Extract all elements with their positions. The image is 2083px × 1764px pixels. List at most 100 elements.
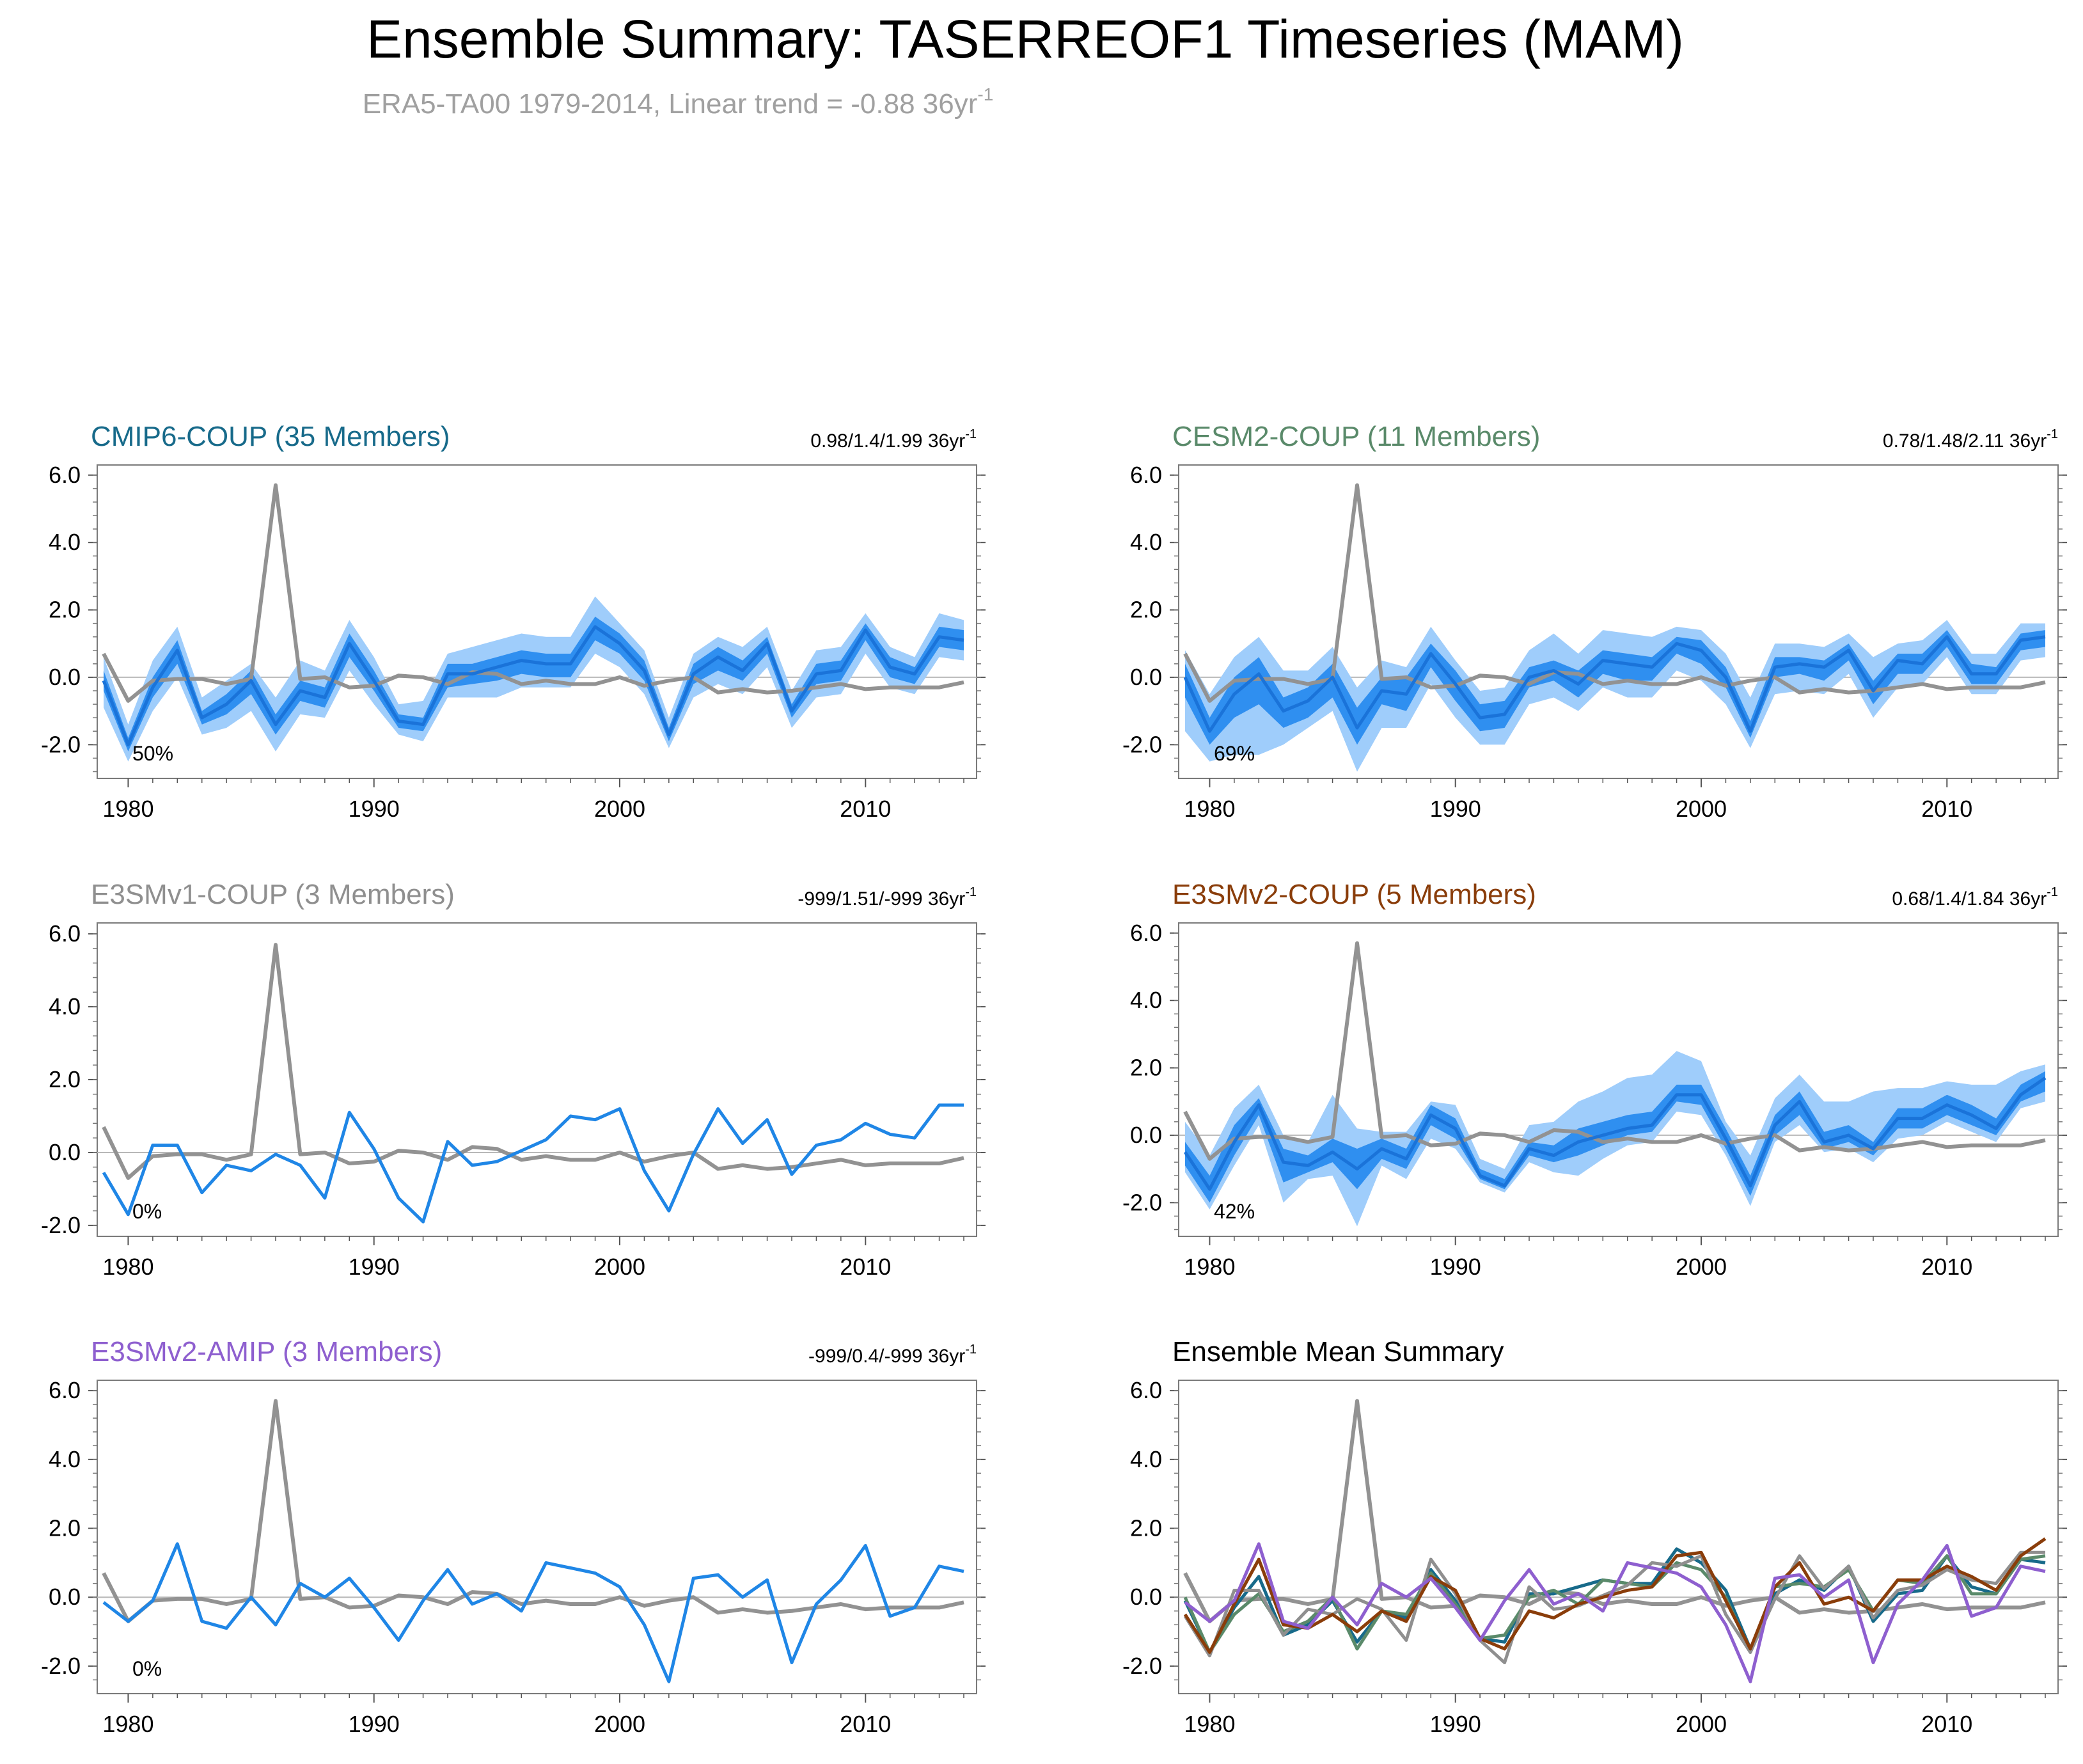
x-tick-label: 1990 bbox=[349, 1711, 400, 1737]
plot-frame bbox=[97, 1380, 977, 1694]
x-tick-label: 1980 bbox=[102, 1711, 153, 1737]
figure-subtitle: ERA5-TA00 1979-2014, Linear trend = -0.8… bbox=[363, 84, 994, 120]
x-tick-label: 1980 bbox=[1184, 1711, 1235, 1737]
trend-label-text: -999/1.51/-999 36yr bbox=[798, 888, 965, 910]
trend-label-text: 0.68/1.4/1.84 36yr bbox=[1892, 888, 2047, 910]
plot-frame bbox=[97, 922, 977, 1237]
trend-label-sup: -1 bbox=[965, 427, 977, 441]
y-tick-label: -2.0 bbox=[1122, 1189, 1162, 1215]
y-tick-label: 0.0 bbox=[49, 1139, 81, 1165]
y-tick-label: 6.0 bbox=[49, 462, 81, 488]
y-tick-label: 0.0 bbox=[49, 664, 81, 690]
panel-e3smv2_amip: E3SMv2-AMIP (3 Members) -999/0.4/-999 36y… bbox=[41, 1336, 986, 1737]
x-tick-label: 2000 bbox=[1676, 796, 1727, 822]
ensemble-mean-line bbox=[1183, 635, 2046, 733]
percent-label: 69% bbox=[1214, 742, 1255, 765]
x-tick-label: 1990 bbox=[349, 796, 400, 822]
trend-label-sup: -1 bbox=[2047, 427, 2058, 441]
panel-title: E3SMv1-COUP (3 Members) bbox=[91, 879, 455, 910]
trend-label: 0.98/1.4/1.99 36yr-1 bbox=[810, 427, 977, 452]
trend-label-sup: -1 bbox=[965, 885, 977, 899]
trend-label-sup: -1 bbox=[2047, 885, 2058, 899]
trend-label-sup: -1 bbox=[965, 1343, 977, 1357]
trend-label: 0.68/1.4/1.84 36yr-1 bbox=[1892, 885, 2058, 910]
series-line-e3smv2-amip bbox=[1184, 1542, 2046, 1683]
y-tick-label: 2.0 bbox=[49, 597, 81, 623]
obs-line bbox=[102, 1399, 964, 1623]
percent-label: 0% bbox=[132, 1200, 162, 1223]
y-tick-label: 0.0 bbox=[1130, 664, 1162, 690]
panel-title: E3SMv2-COUP (5 Members) bbox=[1172, 879, 1536, 910]
y-tick-label: 2.0 bbox=[49, 1066, 81, 1092]
series-line-e3smv1-coup bbox=[1183, 1550, 2045, 1665]
y-tick-label: -2.0 bbox=[41, 1212, 81, 1238]
panels-group: CMIP6-COUP (35 Members) 0.98/1.4/1.99 36y… bbox=[41, 421, 2067, 1737]
y-tick-label: 6.0 bbox=[1130, 920, 1162, 946]
trend-label-text: 0.98/1.4/1.99 36yr bbox=[810, 430, 965, 452]
plot-frame bbox=[1178, 922, 2059, 1237]
x-tick-label: 2000 bbox=[594, 796, 645, 822]
y-tick-label: 4.0 bbox=[49, 529, 81, 555]
y-tick-label: 4.0 bbox=[1130, 1446, 1162, 1472]
trend-label: 0.78/1.48/2.11 36yr-1 bbox=[1883, 427, 2058, 452]
obs-line bbox=[1183, 941, 2046, 1161]
y-tick-label: 6.0 bbox=[49, 1377, 81, 1403]
x-tick-label: 2000 bbox=[594, 1711, 645, 1737]
x-tick-label: 1990 bbox=[1430, 1711, 1481, 1737]
x-tick-label: 1980 bbox=[102, 796, 153, 822]
ensemble-mean-line bbox=[1183, 1076, 2047, 1191]
y-tick-label: -2.0 bbox=[1122, 731, 1162, 757]
percent-label: 0% bbox=[132, 1657, 162, 1680]
x-tick-label: 2010 bbox=[1921, 796, 1972, 822]
panel-cmip6: CMIP6-COUP (35 Members) 0.98/1.4/1.99 36y… bbox=[41, 421, 986, 822]
x-tick-label: 1990 bbox=[1430, 1254, 1481, 1280]
x-tick-label: 1980 bbox=[1184, 796, 1235, 822]
trend-label-text: 0.78/1.48/2.11 36yr bbox=[1883, 430, 2047, 452]
y-tick-label: 2.0 bbox=[49, 1515, 81, 1541]
panel-e3smv1: E3SMv1-COUP (3 Members) -999/1.51/-999 36… bbox=[41, 879, 986, 1280]
percent-label: 50% bbox=[132, 742, 173, 765]
spread-band-inner bbox=[1185, 630, 2045, 745]
x-tick-label: 1980 bbox=[102, 1254, 153, 1280]
y-tick-label: 2.0 bbox=[1130, 1055, 1162, 1081]
panel-title: E3SMv2-AMIP (3 Members) bbox=[91, 1336, 442, 1367]
plot-frame bbox=[1178, 1380, 2059, 1694]
y-tick-label: 4.0 bbox=[49, 993, 81, 1020]
y-tick-label: 6.0 bbox=[1130, 462, 1162, 488]
x-tick-label: 1990 bbox=[1430, 796, 1481, 822]
spread-band-inner bbox=[1185, 1071, 2045, 1203]
trend-label-text: -999/0.4/-999 36yr bbox=[808, 1346, 965, 1367]
panel-e3smv2_coup: E3SMv2-COUP (5 Members) 0.68/1.4/1.84 36y… bbox=[1122, 879, 2067, 1280]
ensemble-mean-line bbox=[102, 625, 964, 746]
x-tick-label: 2010 bbox=[1921, 1254, 1972, 1280]
x-tick-label: 1980 bbox=[1184, 1254, 1235, 1280]
figure-subtitle-text: ERA5-TA00 1979-2014, Linear trend = -0.8… bbox=[363, 88, 978, 120]
y-tick-label: -2.0 bbox=[1122, 1653, 1162, 1679]
series-line-e3smv2-coup bbox=[1183, 1537, 2047, 1654]
y-tick-label: 6.0 bbox=[49, 920, 81, 947]
panel-title: CMIP6-COUP (35 Members) bbox=[91, 421, 450, 452]
panel-cesm2: CESM2-COUP (11 Members) 0.78/1.48/2.11 36… bbox=[1122, 421, 2067, 822]
y-tick-label: 0.0 bbox=[1130, 1584, 1162, 1610]
plot-frame bbox=[97, 464, 977, 779]
x-tick-label: 2000 bbox=[1676, 1711, 1727, 1737]
y-tick-label: 6.0 bbox=[1130, 1377, 1162, 1403]
y-tick-label: 0.0 bbox=[1130, 1122, 1162, 1148]
x-tick-label: 2010 bbox=[1921, 1711, 1972, 1737]
y-tick-label: 0.0 bbox=[49, 1584, 81, 1610]
obs-line bbox=[102, 483, 964, 703]
x-tick-label: 2000 bbox=[1676, 1254, 1727, 1280]
y-tick-label: 4.0 bbox=[1130, 987, 1162, 1013]
ensemble-mean-line bbox=[102, 1103, 964, 1224]
figure-title: Ensemble Summary: TASERREOF1 Timeseries … bbox=[366, 9, 1684, 69]
y-tick-label: -2.0 bbox=[41, 731, 81, 757]
y-tick-label: 4.0 bbox=[1130, 529, 1162, 555]
x-tick-label: 1990 bbox=[349, 1254, 400, 1280]
x-tick-label: 2000 bbox=[594, 1254, 645, 1280]
ensemble-mean-line bbox=[102, 1542, 964, 1683]
obs-line bbox=[102, 943, 964, 1180]
spread-band-outer bbox=[104, 596, 964, 762]
y-tick-label: 2.0 bbox=[1130, 1515, 1162, 1541]
trend-label: -999/0.4/-999 36yr-1 bbox=[808, 1343, 977, 1367]
